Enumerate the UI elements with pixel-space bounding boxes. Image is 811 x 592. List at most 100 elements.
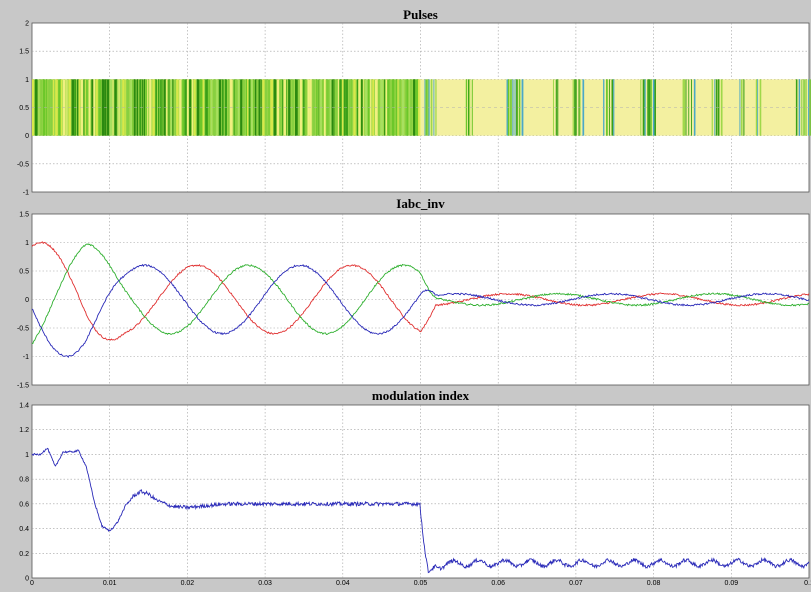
pulse-bar [329,79,332,136]
y-tick-label: 1 [25,240,29,247]
y-tick-label: -1 [23,354,29,361]
pulse-bar [270,79,274,136]
grid [32,214,809,385]
pulse-bar [288,79,291,136]
pulse-bar [720,79,723,136]
pulse-bar [425,79,427,136]
pulse-bar [408,79,410,136]
pulse-bar [516,79,518,136]
pulse-bar [184,79,187,136]
pulse-bar [40,79,43,136]
pulse-bar [755,79,758,136]
pulse-bar [682,79,684,136]
pulse-bar [58,79,61,136]
plot-lines [31,241,810,359]
pulse-bar [208,79,210,136]
pulse-bar [384,79,386,136]
pulse-bar [606,79,608,136]
y-tick-label: 0 [25,576,29,583]
pulse-bar [262,79,265,136]
pulse-bar [365,79,368,136]
y-tick-label: 1.5 [19,212,29,219]
pulse-bar [174,79,176,136]
pulse-bar [120,79,122,136]
y-tick-label: 0.8 [19,477,29,484]
x-tick-label: 0.07 [569,580,583,587]
pulse-bar [552,79,554,136]
chart-title: modulation index [372,388,470,403]
pulse-bar [390,79,392,136]
pulse-bar [247,79,249,136]
x-tick-label: 0.06 [491,580,505,587]
series-line [31,243,810,344]
pulse-bar [757,79,759,136]
pulse-bar [149,79,152,136]
pulse-bar [85,79,86,136]
pulse-bar [136,79,139,136]
x-tick-label: 0.09 [724,580,738,587]
y-tick-label: 0.4 [19,526,29,533]
pulse-bar [642,79,645,136]
pulse-bar [803,79,805,136]
pulse-bar [143,79,145,136]
pulse-bar [647,79,649,136]
y-tick-label: 0.2 [19,551,29,558]
pulse-bar [323,79,326,136]
pulse-bar [95,79,98,136]
pulse-bar [389,79,391,136]
pulse-bar [250,79,253,136]
plot-lines [31,447,810,574]
pulse-bar [191,79,194,136]
pulse-bar [613,79,615,136]
pulse-bar [71,79,75,136]
pulse-bar [60,79,63,136]
pulse-bar [168,79,170,136]
series-line [31,263,810,359]
pulse-bar [378,79,380,136]
pulse-bar [196,79,200,136]
pulse-bar [245,79,247,136]
x-tick-label: 0.08 [647,580,661,587]
y-tick-label: 0.5 [19,105,29,112]
pulse-bar [276,79,280,136]
x-tick-label: 0.1 [804,580,811,587]
pulse-bar [76,79,79,136]
pulse-bar [395,79,398,136]
pulse-bar [179,79,182,136]
chart-title: Iabc_inv [396,196,445,211]
pulse-bar [318,79,320,136]
pulse-bar [34,79,38,136]
pulse-bar [328,79,330,136]
pulse-bar [335,79,338,136]
pulse-bar [419,79,421,136]
pulse-bar [469,79,471,136]
pulse-bar [809,79,811,136]
pulse-bar [685,79,687,136]
pulse-bar [240,79,243,136]
pulse-bar [298,79,300,136]
pulse-bar [125,79,126,136]
pulse-bar [575,79,577,136]
pulse-bar [216,79,219,136]
y-tick-label: -1.5 [17,383,29,390]
pulse-bar [574,79,576,136]
series-line [31,241,810,341]
pulse-bar [433,79,435,136]
pulse-bar [268,79,270,136]
pulse-bar [282,79,284,136]
y-tick-label: 1.2 [19,427,29,434]
y-tick-label: 0.6 [19,501,29,508]
y-tick-label: 1 [25,77,29,84]
pulse-bar [83,79,85,136]
x-tick-label: 0 [30,580,34,587]
x-tick-label: 0.03 [258,580,272,587]
pulse-bar [372,79,374,136]
pulse-bar [683,79,686,136]
pulse-bar [257,79,258,136]
y-tick-label: 0 [25,297,29,304]
pulse-bar [132,79,134,136]
pulse-bar [401,79,405,136]
pulse-bar [101,79,105,136]
pulse-bar [798,79,801,136]
